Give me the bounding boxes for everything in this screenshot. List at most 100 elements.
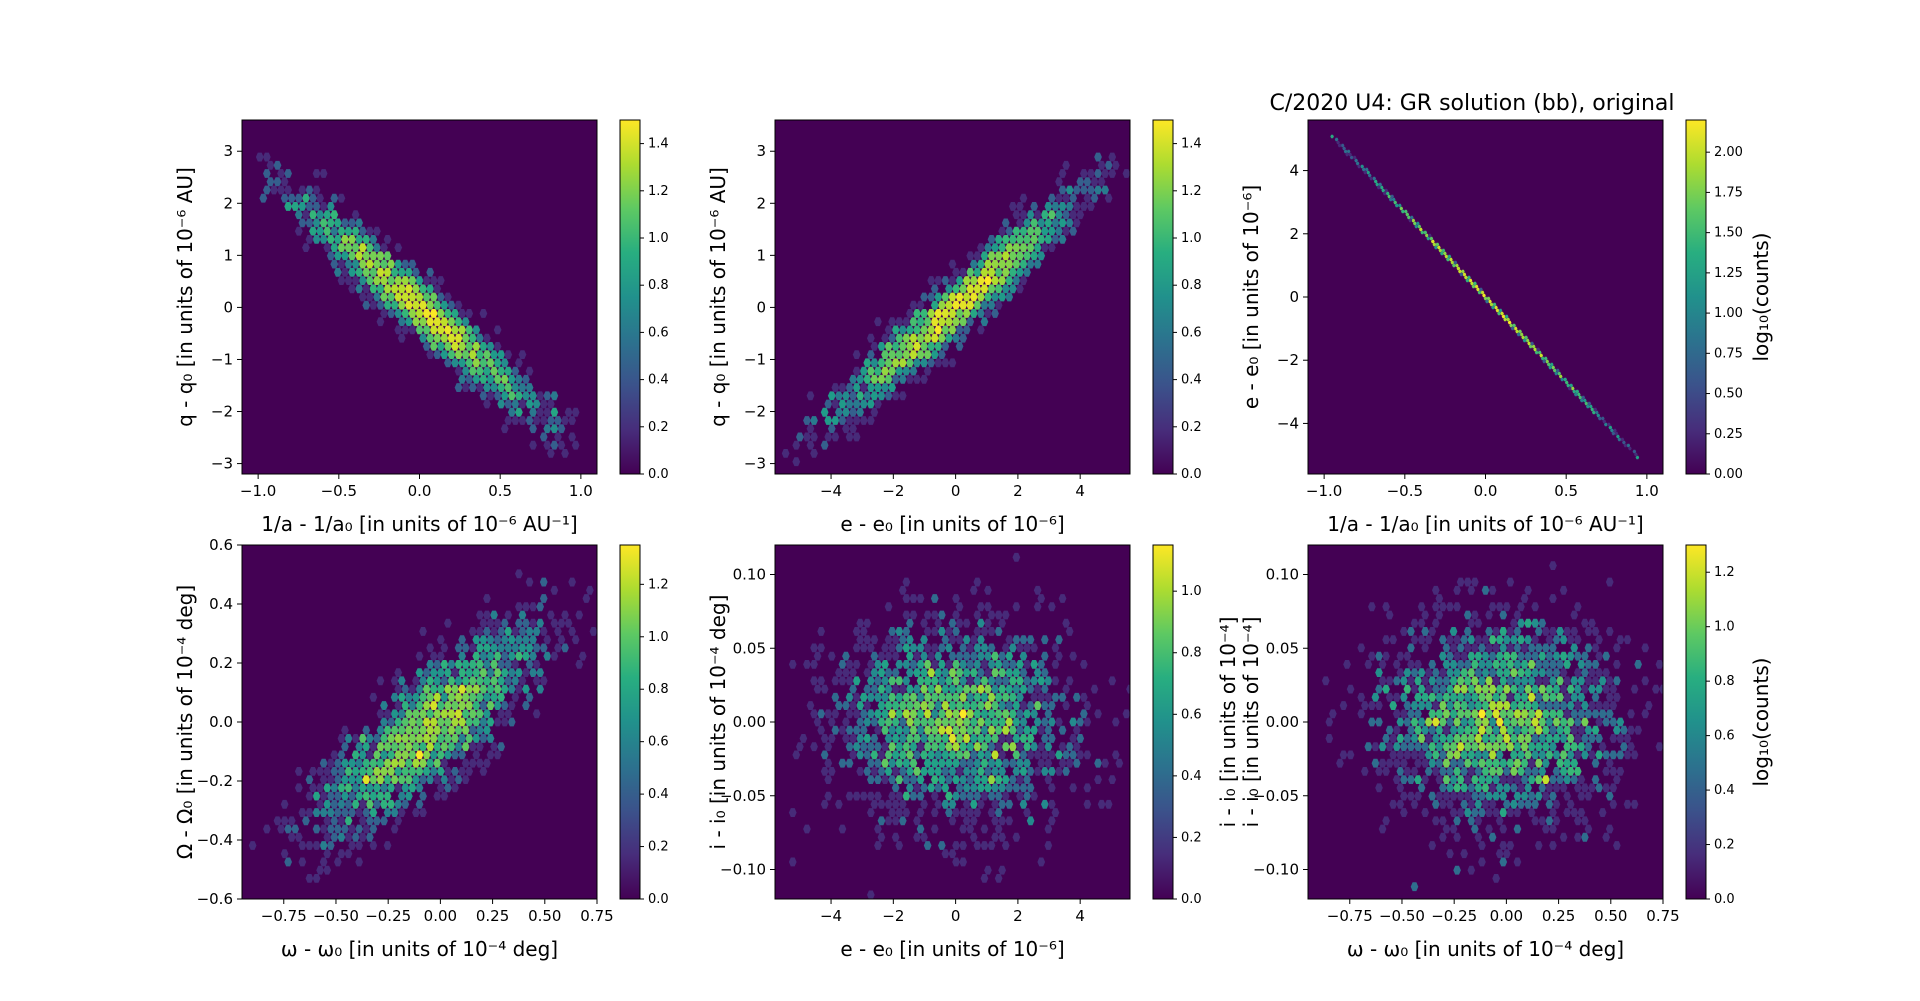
hexbin-cell	[394, 292, 403, 302]
hexbin-cell	[852, 742, 861, 752]
hexbin-cell	[500, 651, 509, 661]
hexbin-cell	[1634, 725, 1642, 735]
hexbin-cell	[1488, 585, 1497, 595]
hexbin-cell	[973, 725, 982, 735]
hexbin-cell	[479, 701, 488, 710]
hexbin-cell	[827, 717, 836, 727]
hexbin-cell	[1005, 276, 1014, 285]
hexbin-cell	[1471, 643, 1479, 653]
hexbin-cell	[1453, 260, 1458, 265]
hexbin-cell	[1001, 841, 1010, 850]
hexbin-cell	[1474, 668, 1483, 677]
hexbin-cell	[973, 660, 982, 669]
hexbin-cell	[1361, 167, 1366, 172]
hexbin-cell	[277, 169, 285, 178]
hexbin-cell	[1072, 758, 1081, 768]
hexbin-cell	[1557, 371, 1561, 376]
hexbin-cell	[838, 758, 847, 768]
hexbin-cell	[1048, 799, 1056, 809]
hexbin-cell	[1449, 742, 1458, 752]
hexbin-cell	[429, 325, 438, 335]
hexbin-cell	[991, 276, 999, 285]
hexbin-cell	[1503, 734, 1511, 743]
hexbin-cell	[1460, 783, 1468, 793]
hexbin-cell	[319, 775, 328, 784]
hexbin-cell	[984, 767, 992, 776]
hexbin-cell	[906, 651, 914, 661]
hexbin-cell	[376, 725, 385, 735]
hexbin-cell	[1446, 734, 1454, 743]
hexbin-cell	[504, 399, 513, 409]
hexbin-cell	[831, 709, 840, 719]
hexbin-cell	[362, 284, 371, 294]
hexbin-cell	[1584, 676, 1593, 686]
hexbin-cell	[856, 407, 864, 417]
hexbin-cell	[906, 342, 914, 351]
hexbin-cell	[1463, 676, 1472, 686]
hexbin-cell	[362, 775, 371, 784]
hexbin-cell	[952, 791, 960, 801]
hexbin-cell	[1001, 676, 1010, 686]
hexbin-cell	[1471, 692, 1479, 702]
hexbin-cell	[1417, 668, 1426, 677]
hexbin-cell	[1581, 701, 1589, 710]
hexbin-cell	[337, 276, 346, 285]
colorbar-gradient	[1685, 119, 1707, 475]
hexbin-cell	[1517, 618, 1525, 628]
hexbin-cell	[927, 767, 935, 776]
hexbin-cell	[1467, 684, 1476, 694]
hexbin-cell	[1527, 791, 1536, 801]
hexbin-cell	[945, 791, 953, 801]
hexbin-cell	[376, 742, 385, 752]
hexbin-cell	[1581, 717, 1589, 727]
hexbin-cell	[1517, 767, 1525, 776]
hexbin-cell	[1531, 684, 1539, 694]
hexbin-cell	[1424, 717, 1433, 727]
hexbin-cell	[1001, 643, 1010, 653]
hexbin-cell	[948, 684, 957, 694]
hexbin-cell	[1456, 577, 1465, 587]
hexbin-cell	[870, 391, 879, 401]
hexbin-cell	[1552, 816, 1561, 826]
hexbin-cell	[898, 374, 907, 384]
hexbin-cell	[977, 799, 985, 809]
hexbin-cell	[980, 841, 989, 850]
hexbin-cell	[884, 717, 893, 727]
hexbin-cell	[518, 627, 527, 636]
hexbin-cell	[898, 585, 907, 595]
hexbin-cell	[394, 717, 403, 727]
hexbin-cell	[980, 660, 989, 669]
hexbin-cell	[1101, 169, 1109, 178]
hexbin-cell	[1453, 651, 1461, 661]
hexbin-cell	[458, 635, 466, 645]
hexbin-cell	[1574, 701, 1582, 710]
hexbin-cell	[863, 701, 872, 710]
hexbin-cell	[486, 750, 495, 760]
hexbin-cell	[827, 424, 836, 434]
hexbin-cell	[369, 808, 378, 817]
hexbin-cell	[1552, 717, 1561, 727]
hexbin-cell	[1375, 182, 1379, 187]
hexbin-cell	[1578, 395, 1583, 400]
hexbin-cell	[994, 742, 1003, 752]
x-tick-label: 0.50	[1594, 907, 1627, 925]
hexbin-cell	[1534, 775, 1543, 784]
hexbin-cell	[1577, 808, 1586, 817]
hexbin-cell	[806, 440, 815, 450]
hexbin-cell	[1009, 742, 1017, 752]
hexbin-cell	[408, 734, 417, 743]
hexbin-cell	[1556, 660, 1564, 669]
hexbin-cell	[1009, 251, 1017, 261]
hexbin-cell	[1438, 248, 1443, 253]
hexbin-cell	[1403, 684, 1412, 694]
hexbin-cell	[1023, 808, 1031, 817]
hexbin-cell	[451, 325, 459, 335]
hexbin-cell	[1485, 709, 1493, 719]
hexbin-cell	[1467, 717, 1476, 727]
hexbin-cell	[849, 734, 857, 743]
hexbin-cell	[1605, 709, 1614, 719]
hexbin-cell	[1478, 660, 1486, 669]
hexbin-cell	[1442, 758, 1451, 768]
hexbin-cell	[1449, 791, 1458, 801]
hexbin-cell	[515, 407, 523, 417]
